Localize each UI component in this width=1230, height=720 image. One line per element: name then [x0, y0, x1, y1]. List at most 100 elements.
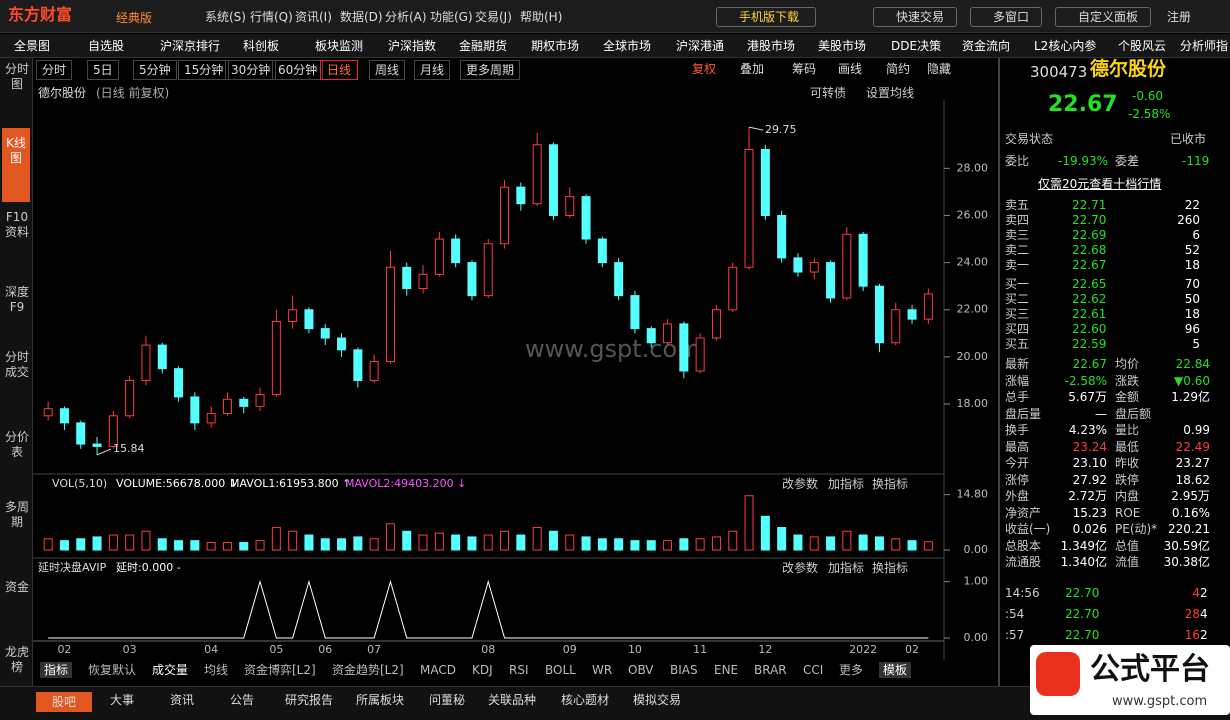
nav-item[interactable]: 金融期货	[459, 39, 508, 53]
nav-item[interactable]: 沪深港通	[676, 39, 725, 53]
bottom-tab[interactable]: 关联品种	[488, 693, 537, 707]
indicator-tab[interactable]: BOLL	[545, 663, 576, 677]
menu-item[interactable]: 系统(S)	[205, 10, 246, 24]
sidebar-tab[interactable]: 资金	[5, 580, 30, 594]
period-tab[interactable]: 15分钟	[178, 60, 230, 80]
nav-item[interactable]: 板块监测	[315, 39, 364, 53]
period-tab[interactable]: 分时	[36, 60, 73, 80]
indicator-tab[interactable]: 指标	[40, 662, 73, 678]
indicator-link[interactable]: 换指标	[872, 561, 909, 575]
nav-item[interactable]: 全球市场	[603, 39, 652, 53]
indicator-tab[interactable]: BRAR	[754, 663, 787, 677]
stat-label: 盘后额	[1115, 406, 1152, 421]
tool-button[interactable]: 简约	[886, 62, 911, 76]
watermark: www.gspt.com	[525, 335, 701, 363]
book-price: 22.62	[1072, 292, 1107, 306]
nav-item[interactable]: L2核心内参	[1034, 39, 1097, 53]
indicator-tab[interactable]: 均线	[204, 663, 229, 677]
indicator-tab[interactable]: RSI	[509, 663, 529, 677]
nav-item[interactable]: 沪深京排行	[160, 39, 221, 53]
nav-item[interactable]: 沪深指数	[388, 39, 437, 53]
nav-item[interactable]: 自选股	[88, 39, 125, 53]
period-tab[interactable]: 更多周期	[460, 60, 521, 80]
period-tab[interactable]: 5日	[87, 60, 119, 80]
period-tab[interactable]: 周线	[369, 60, 406, 80]
top-button[interactable]: 自定义面板	[1055, 7, 1152, 27]
indicator-link[interactable]: 加指标	[828, 477, 865, 491]
top-button[interactable]: 多窗口	[970, 7, 1043, 27]
watermark-logo	[1036, 652, 1080, 696]
bottom-tab[interactable]: 核心题材	[561, 693, 610, 707]
nav-item[interactable]: 资金流向	[962, 39, 1011, 53]
sidebar-tab[interactable]: 多周期	[5, 500, 30, 529]
sidebar-tab[interactable]: 龙虎榜	[5, 645, 30, 674]
stat-label: PE(动)*	[1115, 522, 1158, 536]
bottom-tab[interactable]: 研究报告	[285, 693, 334, 707]
bottom-tab[interactable]: 资讯	[170, 693, 195, 707]
menu-item[interactable]: 数据(D)	[340, 10, 383, 24]
login[interactable]: 注册	[1167, 10, 1192, 24]
top-button[interactable]: 快速交易	[873, 7, 958, 27]
nav-item[interactable]: 期权市场	[531, 39, 580, 53]
indicator-link[interactable]: 换指标	[872, 477, 909, 491]
bottom-tab[interactable]: 大事	[110, 693, 135, 707]
promo-link[interactable]: 仅需20元查看十档行情	[1038, 177, 1162, 191]
menu-item[interactable]: 资讯(I)	[295, 10, 332, 24]
indicator-tab[interactable]: KDJ	[472, 663, 493, 677]
period-tab[interactable]: 5分钟	[133, 60, 177, 80]
tool-button[interactable]: 复权	[692, 62, 717, 76]
menu-item[interactable]: 帮助(H)	[520, 10, 563, 24]
sidebar-tab[interactable]: 分价表	[5, 430, 30, 459]
tool-button[interactable]: 画线	[838, 62, 863, 76]
indicator-tab[interactable]: 恢复默认	[88, 663, 137, 677]
menu-item[interactable]: 行情(Q)	[250, 10, 293, 24]
volume-bar	[777, 527, 787, 551]
menu-item[interactable]: 分析(A)	[385, 10, 427, 24]
indicator-tab[interactable]: 更多	[839, 663, 864, 677]
nav-item[interactable]: 美股市场	[818, 39, 867, 53]
period-tab[interactable]: 60分钟	[272, 60, 324, 80]
indicator-tab[interactable]: BIAS	[670, 663, 698, 677]
bottom-tab[interactable]: 所属板块	[356, 693, 405, 707]
bottom-tab[interactable]: 股吧	[36, 692, 93, 712]
period-tab[interactable]: 30分钟	[225, 60, 277, 80]
sidebar-tab[interactable]: F10资料	[5, 210, 30, 239]
sidebar-tab[interactable]: 分时成交	[5, 350, 30, 379]
indicator-link[interactable]: 加指标	[828, 561, 865, 575]
bottom-tab[interactable]: 问董秘	[429, 693, 466, 707]
bottom-tab[interactable]: 公告	[230, 693, 255, 707]
menu-item[interactable]: 交易(J)	[475, 10, 512, 24]
sidebar-tab[interactable]: K线图	[2, 128, 30, 202]
sidebar-tab[interactable]: 分时图	[5, 62, 30, 91]
book-volume: 260	[1177, 213, 1200, 227]
tool-button[interactable]: 叠加	[740, 62, 765, 76]
indicator-link[interactable]: 改参数	[782, 561, 819, 575]
tool-button[interactable]: 筹码	[792, 62, 817, 76]
period-tab[interactable]: 月线	[414, 60, 451, 80]
candle-body	[337, 337, 347, 351]
nav-item[interactable]: 个股风云	[1118, 39, 1167, 53]
indicator-tab[interactable]: ENE	[714, 663, 739, 677]
nav-item[interactable]: DDE决策	[891, 39, 942, 53]
nav-item[interactable]: 分析师指	[1180, 39, 1229, 53]
indicator-tab[interactable]: 资金博弈[L2]	[244, 663, 316, 677]
indicator-tab[interactable]: CCI	[803, 663, 824, 677]
sidebar-tab[interactable]: 深度F9	[5, 285, 30, 314]
mobile-button[interactable]: 手机版下载	[716, 7, 817, 27]
nav-item[interactable]: 全景图	[14, 39, 51, 53]
indicator-tab[interactable]: OBV	[628, 663, 654, 677]
chart-link[interactable]: 可转债	[810, 86, 847, 100]
indicator-tab[interactable]: 资金趋势[L2]	[332, 663, 404, 677]
menu-item[interactable]: 功能(G)	[430, 10, 473, 24]
bottom-tab[interactable]: 模拟交易	[633, 693, 682, 707]
chart-link[interactable]: 设置均线	[866, 86, 915, 100]
nav-item[interactable]: 港股市场	[747, 39, 796, 53]
period-tab[interactable]: 日线	[320, 60, 359, 80]
indicator-tab[interactable]: MACD	[420, 663, 456, 677]
indicator-tab[interactable]: 成交量	[152, 663, 189, 677]
nav-item[interactable]: 科创板	[243, 39, 280, 53]
indicator-tab[interactable]: 模板	[879, 662, 912, 678]
tool-button[interactable]: 隐藏	[927, 62, 952, 76]
indicator-link[interactable]: 改参数	[782, 477, 819, 491]
indicator-tab[interactable]: WR	[592, 663, 613, 677]
